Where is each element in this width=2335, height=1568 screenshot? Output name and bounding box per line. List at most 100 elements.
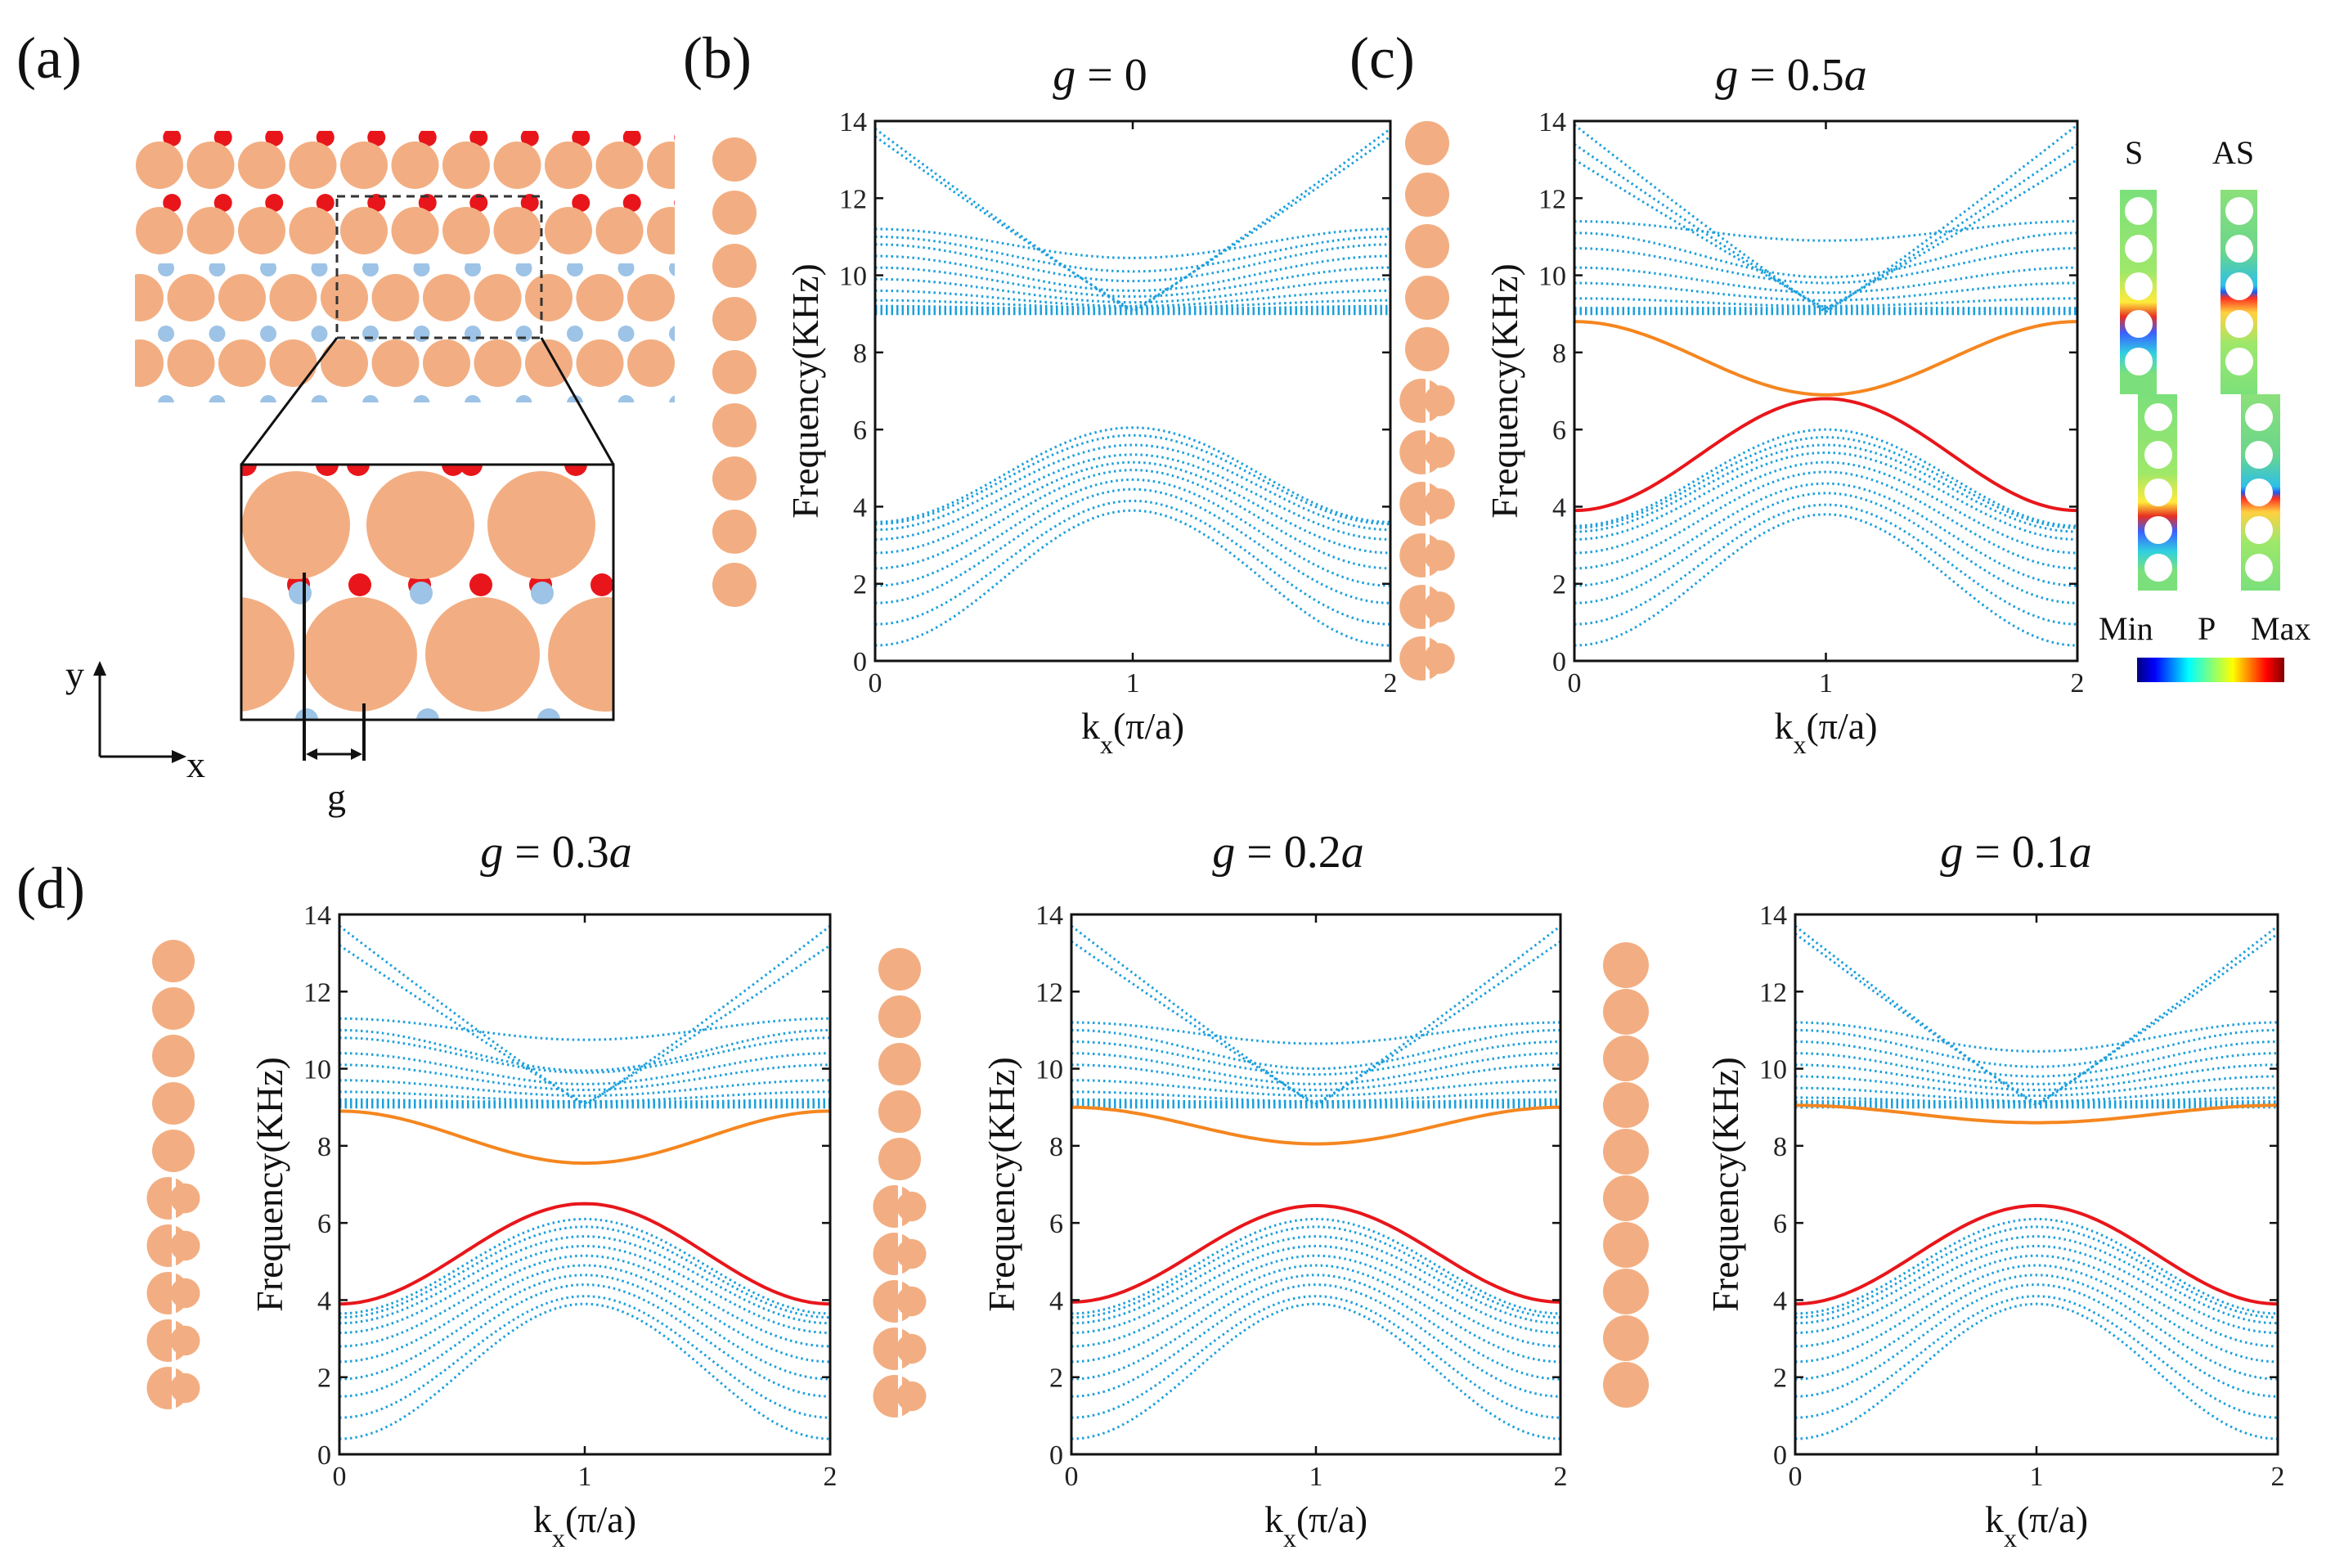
bulk-band-upper-3 [1574,220,2077,242]
lattice-rod [321,274,368,321]
blue-scatterer [515,395,532,402]
lattice-rod [167,339,215,387]
lattice-rod [525,274,573,321]
bulk-band-upper-1 [875,135,1390,312]
rod [1603,1082,1649,1128]
ytick-label: 0 [317,1440,331,1471]
gap-arrowhead-left [306,748,317,760]
ytick-label: 10 [1538,262,1566,292]
lattice-rod [167,274,215,321]
bulk-band-lower-5 [1071,1254,1560,1348]
bulk-band-lower-1 [1574,503,2077,626]
bulk-band-lower-9 [1071,1217,1560,1315]
ytick-label: 4 [1773,1286,1787,1316]
plot-area-d3 [1795,924,2278,1440]
red-scatterer [418,194,437,212]
rod [878,948,921,991]
lattice-rod [340,207,388,254]
bulk-band-upper-1 [1795,932,2278,1105]
ytick-label: 4 [853,492,867,523]
lattice-rod [627,339,675,387]
lattice-rod [269,339,317,387]
blue-scatterer [465,395,481,402]
red-scatterer [265,131,284,146]
lattice-rod [545,207,592,254]
rod-column-d2 [873,948,927,1417]
red-scatterer [163,194,182,212]
lattice-rod [218,339,266,387]
red-scatterer [367,194,386,212]
bulk-band-upper-0 [1574,124,2077,314]
bulk-band-lower-7 [1071,1235,1560,1325]
ytick-label: 2 [1773,1364,1787,1394]
plot-area-d1 [339,924,830,1440]
chart-title: g = 0.2a [1212,827,1364,878]
lattice-rod [595,207,644,254]
rod [1423,591,1455,622]
bulk-band-lower-1 [1795,1295,2278,1419]
bulk-band-lower-6 [1574,451,2077,541]
legend-field-label: P [2198,610,2216,647]
rod [878,995,921,1038]
bulk-band-upper-3 [875,235,1390,273]
lattice-rod [135,274,164,321]
edge-state-lower-d3 [1795,1203,2278,1306]
zoom-rod [303,597,417,712]
x-axis-title: kx(π/a) [1264,1498,1367,1552]
panel-label-d: (d) [16,856,85,921]
y-axis-label: y [65,654,84,695]
blue-scatterer [618,461,635,477]
lattice-rod [493,207,541,254]
ytick-label: 6 [853,416,867,446]
field-hole [2144,403,2172,431]
bulk-band-lower-3 [1795,1274,2278,1381]
bulk-band-upper-9 [875,299,1390,310]
xtick-label: 1 [1819,668,1833,699]
blue-scatterer [669,395,675,402]
bulk-band-upper-6 [875,266,1390,298]
red-scatterer [442,465,465,476]
red-scatterer [622,194,641,212]
xtick-label: 1 [578,1462,592,1492]
blue-scatterer [617,326,635,342]
edge-state-upper-d3 [1795,1103,2278,1125]
bulk-band-upper-4 [1795,1040,2278,1078]
rod [896,1381,927,1412]
plot-area-d2 [1071,924,1560,1440]
rod [712,297,757,341]
rod [1405,121,1449,165]
ytick-label: 12 [1538,184,1566,214]
blue-scatterer [669,461,685,477]
plot-area-c [1574,124,2077,647]
blue-scatterer [669,326,675,342]
bulk-band-lower-2 [875,487,1390,604]
bulk-band-upper-9 [1795,1096,2278,1105]
bulk-band-lower-1 [1071,1295,1560,1419]
bulk-band-upper-7 [1574,281,2077,302]
red-scatterer [572,131,590,146]
ytick-label: 12 [1035,977,1063,1008]
blue-scatterer [531,582,554,604]
bulk-band-upper-2 [1795,1021,2278,1053]
lattice-rod [423,274,470,321]
lattice-rod [627,274,675,321]
ytick-label: 10 [1759,1055,1787,1085]
bulk-band-lower-3 [1071,1274,1560,1381]
panel-label-a: (a) [16,25,82,91]
xtick-label: 0 [869,668,882,699]
field-hole [2144,554,2172,582]
xtick-label: 1 [1309,1462,1323,1492]
bulk-band-lower-2 [1795,1283,2278,1398]
bulk-band-lower-6 [339,1244,830,1334]
x-axis-title: kx(π/a) [533,1498,636,1552]
red-scatterer [213,131,232,146]
edge-state-upper-c [1574,320,2077,397]
blue-scatterer [311,263,328,276]
lattice-rod [269,274,317,321]
field-hole [2245,478,2273,506]
field-hole [2125,272,2153,300]
ytick-label: 0 [1049,1440,1063,1471]
